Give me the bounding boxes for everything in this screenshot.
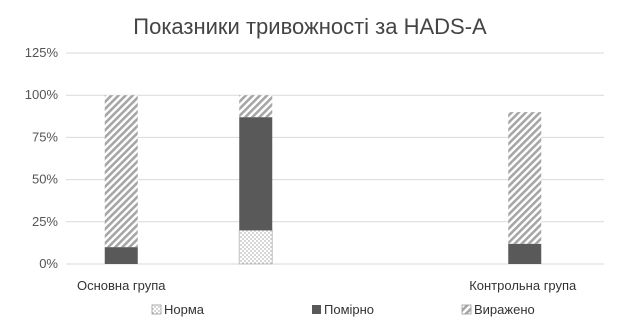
legend-swatch bbox=[312, 305, 321, 314]
bar-segment bbox=[239, 117, 273, 231]
legend-item: Виражено bbox=[461, 302, 535, 317]
bar-segment bbox=[238, 229, 273, 265]
legend-label: Помірно bbox=[324, 302, 374, 317]
x-axis-labels: Основна група Контрольна група bbox=[77, 278, 577, 293]
x-category-label: Контрольна група bbox=[469, 278, 577, 293]
y-axis-ticks: 0% 25% 50% 75% 100% 125% bbox=[25, 45, 59, 271]
legend: Норма Помірно Виражено bbox=[151, 302, 535, 317]
y-tick-label: 125% bbox=[25, 45, 59, 60]
legend-label: Виражено bbox=[474, 302, 535, 317]
bar-segment bbox=[104, 95, 138, 248]
legend-label: Норма bbox=[164, 302, 205, 317]
y-tick-label: 50% bbox=[32, 172, 58, 187]
legend-item: Норма bbox=[151, 302, 205, 317]
legend-item: Помірно bbox=[312, 302, 374, 317]
legend-swatch bbox=[461, 304, 472, 315]
bar-segment bbox=[104, 247, 138, 264]
chart-title: Показники тривожності за HADS-A bbox=[133, 14, 487, 39]
bar-segment bbox=[508, 112, 542, 244]
bar-segment bbox=[508, 243, 542, 264]
legend-swatch bbox=[151, 304, 162, 315]
y-tick-label: 100% bbox=[25, 87, 59, 102]
bars bbox=[104, 95, 542, 265]
bar-segment bbox=[239, 95, 273, 118]
y-tick-label: 25% bbox=[32, 214, 58, 229]
x-category-label: Основна група bbox=[77, 278, 166, 293]
y-tick-label: 0% bbox=[39, 256, 58, 271]
y-tick-label: 75% bbox=[32, 129, 58, 144]
